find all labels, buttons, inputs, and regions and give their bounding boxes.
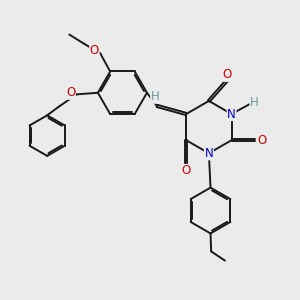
Text: N: N: [205, 147, 213, 160]
Text: O: O: [222, 68, 232, 81]
Text: O: O: [258, 134, 267, 147]
Text: O: O: [182, 164, 191, 177]
Text: O: O: [66, 86, 75, 99]
Text: O: O: [90, 44, 99, 57]
Text: N: N: [227, 107, 236, 121]
Text: H: H: [151, 90, 160, 103]
Text: H: H: [250, 96, 259, 109]
